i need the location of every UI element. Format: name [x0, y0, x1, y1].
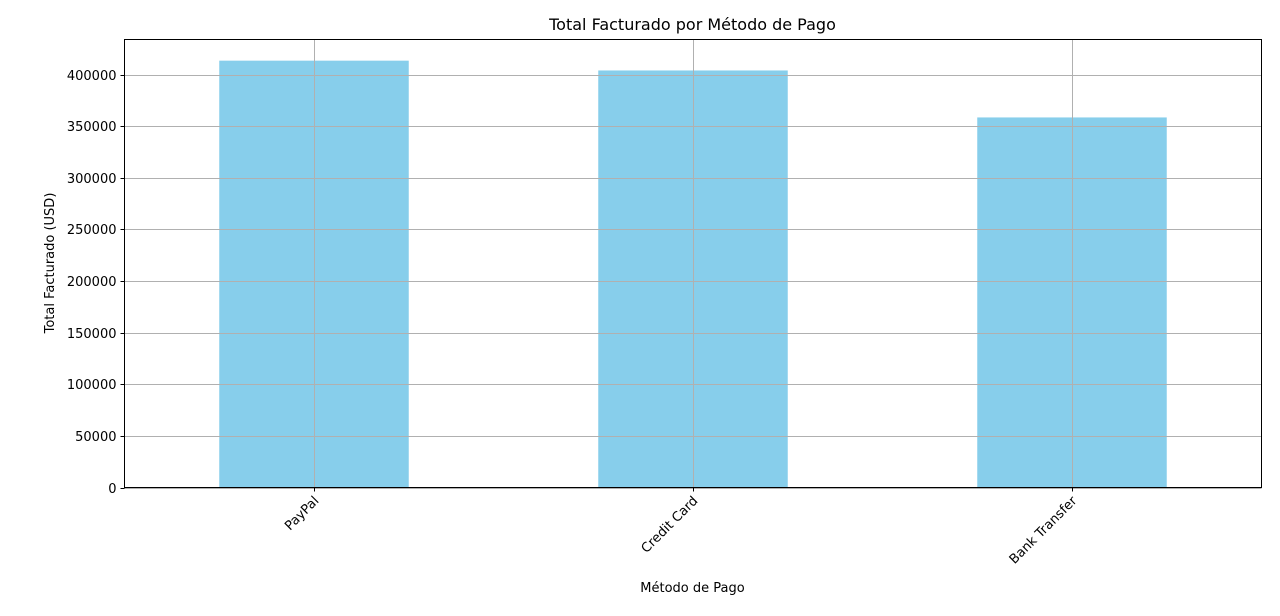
y-tick-label: 150000	[67, 327, 117, 342]
x-axis: PayPal Credit Card Bank Transfer	[282, 487, 1081, 567]
y-tick-label: 250000	[67, 223, 117, 238]
y-tick-label: 50000	[75, 430, 116, 445]
y-tick-label: 0	[108, 482, 116, 497]
y-axis-label: Total Facturado (USD)	[43, 193, 58, 335]
y-tick-label: 100000	[67, 378, 117, 393]
chart-title: Total Facturado por Método de Pago	[548, 15, 836, 34]
x-tick-label: Bank Transfer	[1007, 493, 1081, 567]
x-tick-label: Credit Card	[639, 494, 702, 557]
y-tick-label: 200000	[67, 275, 117, 290]
x-tick-label: PayPal	[282, 494, 322, 534]
x-axis-label: Método de Pago	[640, 581, 744, 596]
y-tick-label: 350000	[67, 120, 117, 135]
y-tick-label: 400000	[67, 69, 117, 84]
y-axis: 0 50000 100000 150000 200000 250000 300000 3500…	[67, 69, 125, 497]
y-tick-label: 300000	[67, 172, 117, 187]
